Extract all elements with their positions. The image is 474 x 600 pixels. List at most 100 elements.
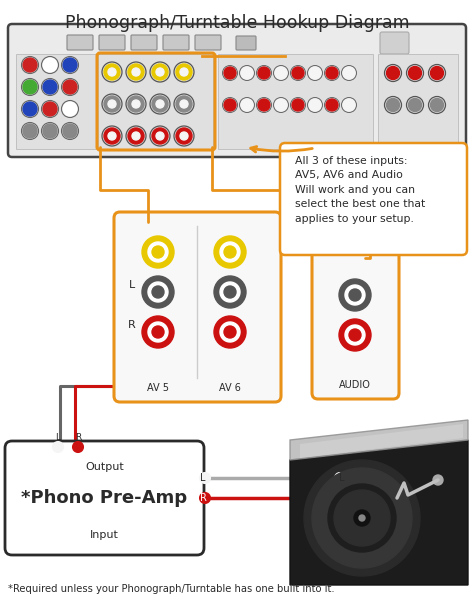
Circle shape (328, 484, 396, 552)
Polygon shape (290, 420, 468, 460)
Circle shape (433, 475, 443, 485)
Circle shape (326, 67, 338, 79)
Text: L: L (339, 473, 345, 483)
Circle shape (152, 246, 164, 258)
Circle shape (176, 128, 192, 144)
Circle shape (180, 100, 188, 108)
Circle shape (176, 96, 192, 112)
Text: L: L (200, 473, 206, 483)
Circle shape (200, 473, 210, 483)
Circle shape (214, 236, 246, 268)
FancyBboxPatch shape (98, 54, 213, 149)
Circle shape (304, 460, 420, 576)
Text: L: L (55, 433, 61, 443)
Circle shape (220, 322, 240, 342)
Circle shape (53, 442, 63, 452)
Circle shape (152, 326, 164, 338)
FancyBboxPatch shape (99, 35, 125, 50)
Circle shape (63, 102, 77, 116)
Text: AUDIO: AUDIO (339, 380, 371, 390)
Circle shape (326, 99, 338, 111)
Circle shape (142, 276, 174, 308)
Text: Phonograph/Turntable Hookup Diagram: Phonograph/Turntable Hookup Diagram (64, 14, 410, 32)
Circle shape (343, 67, 355, 79)
Circle shape (43, 102, 57, 116)
Circle shape (23, 80, 37, 94)
Circle shape (292, 99, 304, 111)
FancyBboxPatch shape (5, 441, 204, 555)
Circle shape (104, 128, 120, 144)
Circle shape (386, 67, 400, 79)
Text: Input: Input (90, 530, 119, 540)
Circle shape (63, 58, 77, 72)
Circle shape (220, 242, 240, 262)
FancyBboxPatch shape (163, 35, 189, 50)
Circle shape (152, 128, 168, 144)
Circle shape (156, 100, 164, 108)
Circle shape (409, 98, 421, 112)
Circle shape (156, 132, 164, 140)
Text: *Required unless your Phonograph/Turntable has one built into it.: *Required unless your Phonograph/Turntab… (8, 584, 335, 594)
Circle shape (128, 64, 144, 80)
Circle shape (241, 67, 253, 79)
FancyBboxPatch shape (8, 24, 466, 157)
Circle shape (349, 329, 361, 341)
Text: R: R (128, 320, 136, 330)
Circle shape (108, 100, 116, 108)
Circle shape (339, 319, 371, 351)
FancyBboxPatch shape (16, 54, 96, 149)
Circle shape (258, 67, 270, 79)
FancyBboxPatch shape (236, 36, 256, 50)
Circle shape (241, 99, 253, 111)
Circle shape (409, 67, 421, 79)
Circle shape (142, 236, 174, 268)
Circle shape (354, 510, 370, 526)
Circle shape (23, 58, 37, 72)
Circle shape (132, 132, 140, 140)
Circle shape (309, 67, 321, 79)
Circle shape (132, 100, 140, 108)
Circle shape (292, 67, 304, 79)
Text: Output: Output (85, 462, 124, 472)
Circle shape (23, 124, 37, 138)
Circle shape (312, 468, 412, 568)
Circle shape (128, 128, 144, 144)
FancyBboxPatch shape (380, 32, 409, 54)
Circle shape (108, 132, 116, 140)
Circle shape (73, 442, 83, 452)
Circle shape (214, 316, 246, 348)
Circle shape (430, 67, 444, 79)
Circle shape (63, 80, 77, 94)
Circle shape (43, 58, 57, 72)
Circle shape (148, 282, 168, 302)
Circle shape (220, 282, 240, 302)
FancyBboxPatch shape (378, 54, 458, 149)
Circle shape (430, 98, 444, 112)
Text: R: R (200, 493, 207, 503)
Circle shape (345, 325, 365, 345)
Circle shape (275, 67, 287, 79)
Circle shape (152, 286, 164, 298)
Circle shape (224, 326, 236, 338)
Text: R: R (75, 433, 81, 443)
Circle shape (104, 64, 120, 80)
Circle shape (345, 285, 365, 305)
Circle shape (156, 68, 164, 76)
Circle shape (152, 96, 168, 112)
Text: All 3 of these inputs:
AV5, AV6 and Audio
Will work and you can
select the best : All 3 of these inputs: AV5, AV6 and Audi… (295, 156, 425, 224)
FancyBboxPatch shape (312, 242, 399, 399)
Circle shape (43, 124, 57, 138)
Circle shape (132, 68, 140, 76)
Circle shape (275, 99, 287, 111)
Circle shape (180, 132, 188, 140)
Circle shape (176, 64, 192, 80)
Polygon shape (290, 440, 468, 585)
Circle shape (309, 99, 321, 111)
Circle shape (224, 286, 236, 298)
Circle shape (104, 96, 120, 112)
FancyBboxPatch shape (114, 212, 281, 402)
Circle shape (224, 99, 236, 111)
FancyBboxPatch shape (218, 54, 373, 149)
Circle shape (224, 67, 236, 79)
Circle shape (335, 493, 345, 503)
